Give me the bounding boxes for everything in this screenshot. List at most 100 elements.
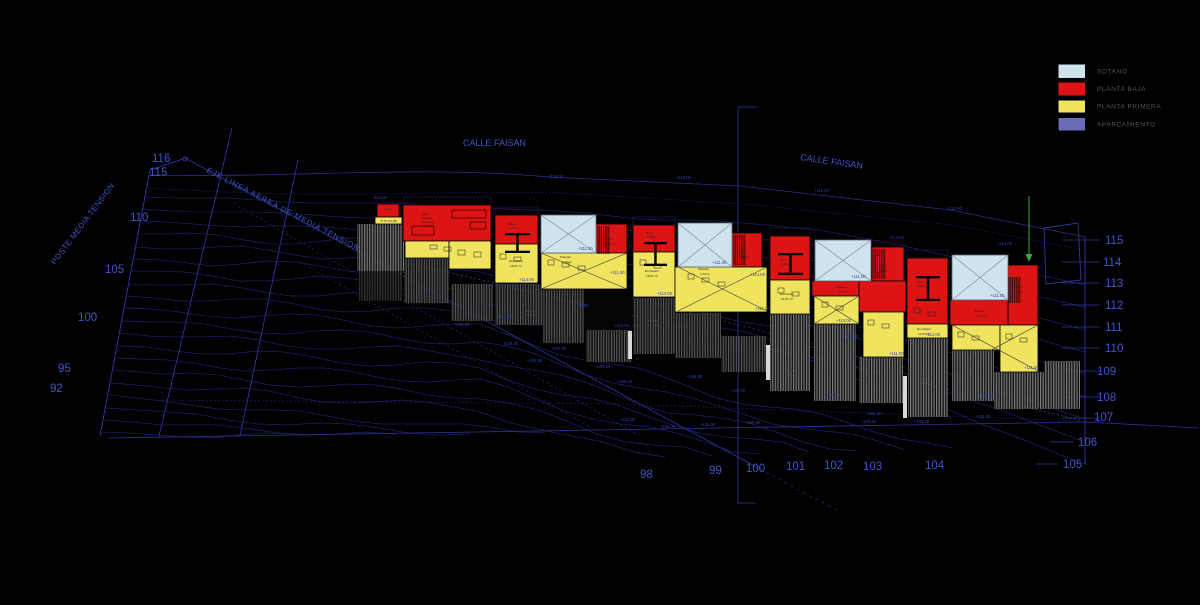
svg-text:SOTANO: SOTANO [1097, 69, 1128, 76]
svg-text:106: 106 [1078, 437, 1097, 449]
svg-text:14,38 m²: 14,38 m² [648, 323, 660, 327]
svg-text:4,38 m²: 4,38 m² [1015, 290, 1025, 294]
svg-text:+108.00: +108.00 [595, 364, 611, 369]
svg-text:14,87 m²: 14,87 m² [781, 297, 793, 301]
svg-text:Pasante: Pasante [560, 255, 571, 259]
svg-text:+114.00: +114.00 [997, 241, 1013, 246]
svg-text:14,87 m²: 14,87 m² [510, 264, 522, 268]
svg-text:4,73 m²: 4,73 m² [700, 272, 710, 276]
svg-text:Salón: Salón [422, 212, 430, 216]
svg-text:108: 108 [1097, 392, 1116, 404]
svg-text:14,87 m²: 14,87 m² [918, 332, 930, 336]
svg-text:Do´s: Do´s [646, 231, 653, 235]
svg-text:Pasante: Pasante [836, 285, 847, 289]
svg-text:+106.00: +106.00 [866, 411, 882, 416]
svg-text:+114.00: +114.00 [372, 195, 388, 200]
svg-text:105: 105 [1063, 459, 1082, 471]
svg-text:+114.00: +114.00 [614, 323, 630, 328]
svg-text:112: 112 [1105, 300, 1123, 312]
svg-text:CALLE FAISAN: CALLE FAISAN [463, 138, 526, 148]
svg-text:+108.00: +108.00 [687, 374, 703, 379]
svg-text:6,76 m²: 6,76 m² [879, 269, 889, 273]
svg-text:+115.00: +115.00 [676, 175, 692, 180]
svg-text:+111.00: +111.00 [889, 351, 904, 356]
svg-text:4,73 m²: 4,73 m² [562, 260, 572, 264]
svg-text:6,22 m²: 6,22 m² [838, 290, 848, 294]
svg-text:Dormitorio: Dormitorio [780, 292, 794, 296]
svg-text:+106.00: +106.00 [914, 419, 930, 424]
svg-text:Do´s: Do´s [780, 258, 787, 262]
svg-text:95: 95 [58, 363, 71, 375]
svg-text:+114.00: +114.00 [889, 235, 905, 240]
svg-text:Dormitorio: Dormitorio [917, 327, 931, 331]
svg-text:PLANTA BAJA: PLANTA BAJA [1097, 86, 1146, 93]
svg-text:+105.00: +105.00 [745, 420, 761, 425]
svg-text:111: 111 [1105, 322, 1122, 334]
svg-text:+111.00: +111.00 [755, 306, 770, 311]
svg-text:Do´s: Do´s [917, 280, 924, 284]
svg-text:109: 109 [1097, 366, 1116, 378]
svg-text:Dormitorio: Dormitorio [509, 259, 523, 263]
svg-text:99: 99 [709, 465, 722, 477]
svg-text:102: 102 [824, 460, 843, 472]
svg-text:1,69 m²: 1,69 m² [647, 235, 657, 239]
svg-text:+106.00: +106.00 [700, 422, 716, 427]
svg-text:3,49 m²: 3,49 m² [918, 284, 928, 288]
svg-text:92: 92 [50, 383, 63, 395]
svg-text:5,16 m²: 5,16 m² [739, 255, 749, 259]
svg-text:+106.00: +106.00 [454, 322, 470, 327]
svg-text:Terraza: Terraza [785, 369, 795, 373]
svg-text:103: 103 [863, 461, 882, 473]
svg-text:+108.00: +108.00 [503, 341, 519, 346]
svg-text:+108.00: +108.00 [978, 393, 994, 398]
svg-text:107: 107 [1094, 412, 1113, 424]
svg-text:+111.00: +111.00 [574, 303, 589, 308]
svg-text:Anexo: Anexo [878, 264, 887, 268]
svg-text:APARCAMIENTO: APARCAMIENTO [1097, 122, 1156, 129]
svg-text:Terraza: Terraza [648, 319, 658, 323]
svg-text:Pasante: Pasante [974, 309, 985, 313]
svg-text:+111.00: +111.00 [497, 314, 512, 319]
svg-text:113: 113 [1105, 278, 1123, 290]
svg-text:5,76 (14,00): 5,76 (14,00) [381, 219, 397, 223]
svg-text:105: 105 [105, 264, 124, 276]
svg-text:110: 110 [1105, 343, 1123, 355]
svg-text:110: 110 [130, 212, 148, 224]
svg-text:Anexo: Anexo [384, 207, 393, 211]
svg-text:+115.00: +115.00 [548, 174, 564, 179]
svg-text:+114.00: +114.00 [657, 291, 673, 296]
svg-text:115: 115 [1105, 235, 1123, 247]
svg-text:Comedor: Comedor [422, 220, 434, 224]
svg-text:+106.00: +106.00 [730, 388, 746, 393]
svg-text:+114.00: +114.00 [836, 318, 852, 323]
svg-text:14,38 m²: 14,38 m² [922, 381, 934, 385]
svg-text:+105.00: +105.00 [617, 379, 633, 384]
svg-text:Dormitorio: Dormitorio [645, 269, 659, 273]
svg-text:+111.00: +111.00 [990, 293, 1005, 298]
svg-text:14,38 m²: 14,38 m² [785, 373, 797, 377]
svg-text:+114.00: +114.00 [750, 272, 766, 277]
svg-text:+111.00: +111.00 [851, 274, 866, 279]
svg-text:+111.00: +111.00 [578, 246, 593, 251]
svg-text:100: 100 [78, 312, 97, 324]
svg-text:Terraza: Terraza [922, 377, 932, 381]
svg-text:21,21 m²: 21,21 m² [422, 224, 434, 228]
svg-text:6,21 m²: 6,21 m² [976, 314, 986, 318]
svg-text:Anexo: Anexo [604, 237, 613, 241]
svg-text:+108.00: +108.00 [824, 393, 840, 398]
svg-text:98: 98 [640, 469, 653, 481]
svg-text:+102.00: +102.00 [620, 417, 636, 422]
svg-text:101: 101 [786, 461, 805, 473]
svg-text:Pasante: Pasante [698, 267, 709, 271]
svg-text:+111.00: +111.00 [1024, 365, 1039, 370]
svg-text:+114.00: +114.00 [947, 206, 963, 211]
svg-text:+114.00: +114.00 [843, 334, 859, 339]
svg-text:114: 114 [1103, 257, 1122, 269]
svg-text:+105.00: +105.00 [660, 424, 676, 429]
svg-text:116: 116 [152, 153, 170, 165]
svg-text:+111.00: +111.00 [712, 260, 727, 265]
svg-text:Anexo: Anexo [738, 250, 747, 254]
svg-text:+108.00: +108.00 [551, 346, 567, 351]
svg-text:115: 115 [149, 167, 167, 179]
svg-text:+114.00: +114.00 [925, 332, 941, 337]
